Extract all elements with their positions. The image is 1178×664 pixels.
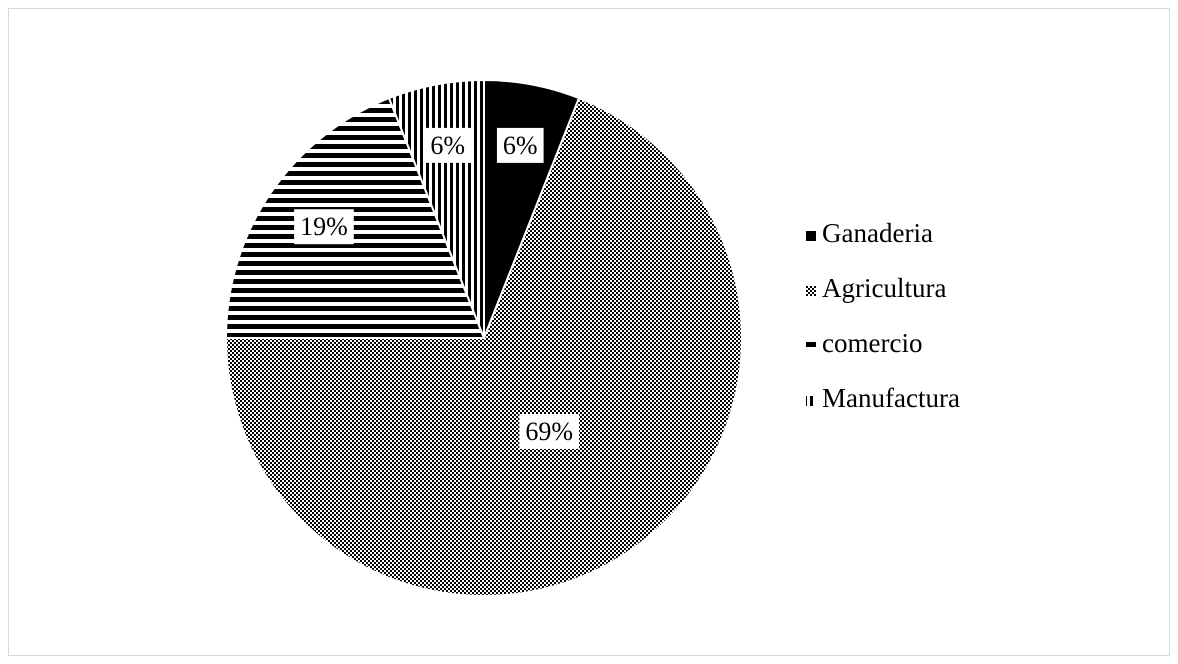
legend-marker	[806, 286, 816, 296]
data-label-box	[496, 127, 544, 163]
pie-slice	[224, 96, 743, 597]
data-label-box	[519, 413, 580, 449]
legend-marker	[806, 396, 816, 406]
pie-slice	[224, 96, 486, 339]
legend-label: Manufactura	[822, 383, 960, 413]
legend-label: comercio	[822, 328, 922, 358]
data-label: 6%	[430, 131, 465, 160]
data-label-box	[294, 209, 354, 245]
legend-label: Agricultura	[822, 273, 946, 303]
data-label: 19%	[300, 212, 348, 241]
data-label-box	[424, 127, 472, 163]
legend-label: Ganaderia	[822, 218, 933, 248]
legend-marker	[806, 231, 816, 241]
legend-marker	[806, 341, 816, 351]
data-label: 6%	[503, 131, 538, 160]
data-label: 69%	[525, 417, 573, 446]
